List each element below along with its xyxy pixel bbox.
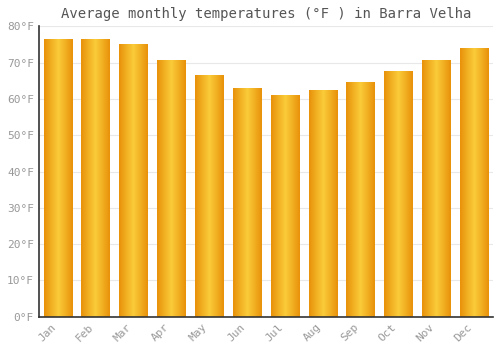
Title: Average monthly temperatures (°F ) in Barra Velha: Average monthly temperatures (°F ) in Ba… — [60, 7, 471, 21]
